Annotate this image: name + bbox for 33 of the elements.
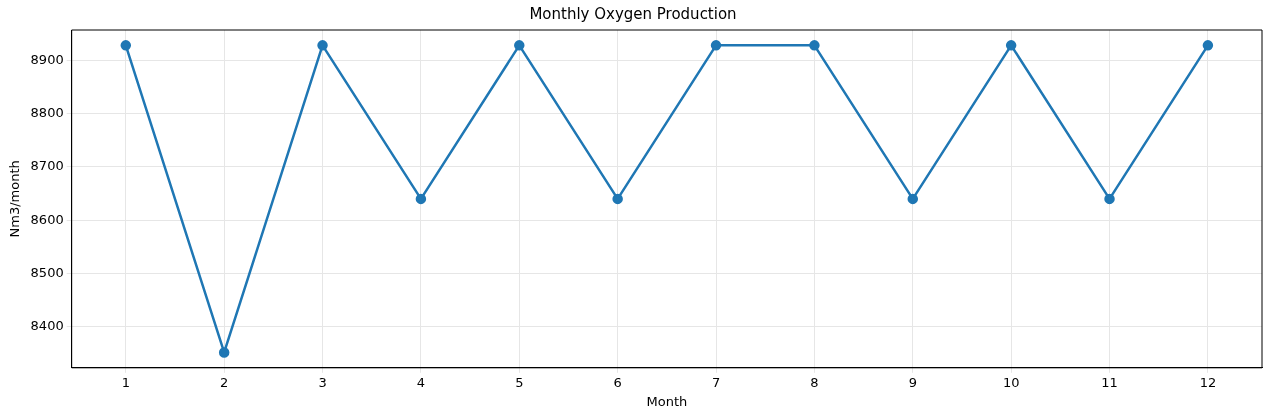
x-tick-label: 12	[1199, 374, 1217, 390]
x-tick-label: 3	[318, 374, 327, 390]
point	[218, 347, 230, 358]
x-tick-label: 9	[908, 374, 917, 390]
x-tick-label: 2	[220, 374, 229, 390]
y-tick-label: 8400	[30, 318, 64, 334]
x-tick-label: 10	[1002, 374, 1020, 390]
point	[120, 40, 132, 51]
point	[907, 193, 919, 205]
y-tick-label: 8700	[30, 158, 64, 174]
point	[415, 193, 427, 205]
point	[1104, 193, 1115, 205]
point	[1005, 40, 1017, 51]
point	[612, 193, 623, 205]
chart-title: Monthly Oxygen Production	[529, 4, 737, 23]
x-tick-label: 5	[515, 374, 524, 390]
point	[317, 40, 328, 51]
y-tick-label: 8900	[30, 51, 64, 67]
x-tick-label: 7	[711, 374, 721, 390]
x-tick-label: 4	[416, 374, 426, 390]
y-axis-title: Nm3/month	[7, 160, 23, 238]
y-tick-label: 8800	[30, 104, 64, 120]
x-tick-label: 8	[810, 374, 819, 390]
y-tick-label: 8500	[30, 264, 64, 280]
point	[710, 40, 722, 51]
x-axis-title: Month	[646, 393, 688, 409]
point	[514, 40, 525, 51]
x-tick-label: 11	[1101, 374, 1118, 390]
point	[1202, 40, 1214, 51]
y-tick-label: 8600	[30, 211, 64, 227]
x-tick-label: 6	[613, 374, 622, 390]
point	[809, 40, 820, 51]
x-tick-label: 1	[121, 374, 130, 390]
